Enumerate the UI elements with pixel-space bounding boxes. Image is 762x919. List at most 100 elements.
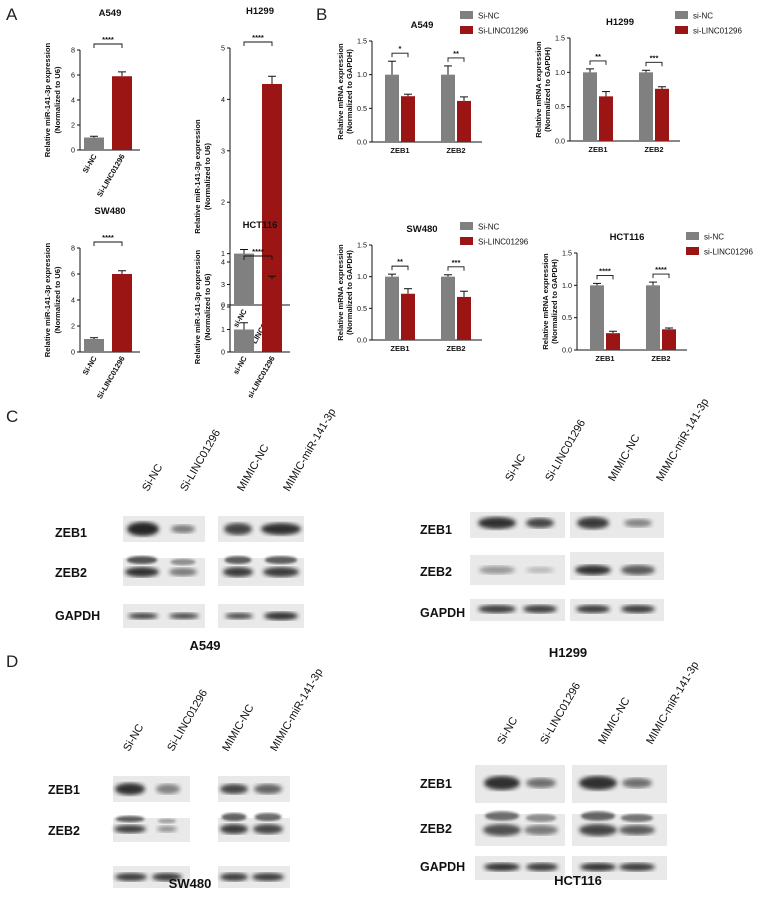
protein-band <box>252 873 284 881</box>
bar <box>441 74 455 142</box>
chart-title: SW480 <box>406 224 437 235</box>
bar <box>457 100 471 142</box>
lane-label: MIMIC-NC <box>220 702 256 753</box>
significance-marker: ** <box>595 52 601 61</box>
lane-label: Si-NC <box>495 715 520 746</box>
y-tick-label: 1.0 <box>555 68 565 77</box>
y-tick-label: 0 <box>221 301 225 310</box>
protein-label: ZEB1 <box>420 523 452 537</box>
lane-label: Si-NC <box>121 722 146 753</box>
protein-band <box>156 784 180 794</box>
protein-label: ZEB1 <box>420 777 452 791</box>
protein-label: GAPDH <box>420 606 465 620</box>
bar <box>441 276 455 340</box>
y-tick-label: 6 <box>71 71 75 80</box>
chart-a549-mir141: A549 0 2 4 6 8 Relative miR-141-3p expression(… <box>43 8 140 199</box>
protein-band <box>621 565 655 575</box>
legend-entry: Si-NC <box>478 12 500 21</box>
lane-label: Si-NC <box>140 462 165 493</box>
protein-band <box>478 605 516 613</box>
y-tick-label: 2 <box>71 322 75 331</box>
y-axis-label: Relative miR-141-3p expression <box>43 42 52 157</box>
protein-band <box>624 519 652 527</box>
cell-line-label: H1299 <box>549 645 587 660</box>
significance-marker: * <box>399 44 402 53</box>
chart-sw480-zeb-mrna: SW480 0.0 0.5 1.0 1.5 Relative mRNA expressio… <box>336 222 529 353</box>
x-category-label: ZEB1 <box>390 344 409 353</box>
y-tick-label: 0.0 <box>562 346 572 355</box>
protein-band <box>115 873 147 881</box>
y-tick-label: 1.5 <box>357 37 367 46</box>
y-tick-label: 1.0 <box>357 70 367 79</box>
significance-bracket <box>645 61 663 67</box>
chart-h1299-zeb-mrna: H1299 0.0 0.5 1.0 1.5 Relative mRNA expressio… <box>534 11 742 154</box>
protein-band <box>484 776 520 790</box>
y-tick-label: 0.0 <box>357 138 367 147</box>
protein-band <box>253 824 283 834</box>
bar <box>401 96 415 142</box>
protein-band <box>169 613 199 619</box>
protein-band <box>479 566 515 574</box>
y-axis-label: Relative mRNA expression <box>541 253 550 350</box>
y-axis-label: Relative mRNA expression <box>336 43 345 140</box>
legend-entry: si-LINC01296 <box>704 248 753 257</box>
y-axis-label-unit: (Normalized to U6) <box>53 266 62 334</box>
y-tick-label: 3 <box>221 280 225 289</box>
chart-sw480-mir141: SW480 0 2 4 6 8 Relative miR-141-3p expression… <box>43 206 140 401</box>
significance-marker: *** <box>650 53 659 62</box>
y-axis-label: Relative mRNA expression <box>336 244 345 341</box>
bar <box>112 274 132 352</box>
y-tick-label: 2 <box>71 121 75 130</box>
protein-band <box>169 568 197 576</box>
lane-label: MIMIC-miR-141-3p <box>654 397 711 484</box>
y-axis-label-unit: (Normalized to GAPDH) <box>550 259 559 344</box>
protein-band <box>526 778 556 788</box>
y-tick-label: 0.5 <box>555 102 565 111</box>
significance-marker: **** <box>102 35 114 44</box>
protein-band-upper <box>115 815 145 823</box>
protein-band <box>579 824 617 836</box>
protein-band <box>619 863 655 871</box>
y-tick-label: 0.5 <box>357 104 367 113</box>
protein-band-upper <box>126 556 158 564</box>
protein-band <box>579 776 617 790</box>
y-axis-label-unit: (Normalized to GAPDH) <box>345 49 354 134</box>
protein-band <box>225 613 253 619</box>
x-category-label: si-LINC01296 <box>245 355 276 400</box>
legend-swatch <box>460 11 473 19</box>
legend-swatch <box>675 11 688 19</box>
protein-band-upper <box>264 556 298 564</box>
significance-marker: *** <box>452 258 461 267</box>
x-category-label: ZEB2 <box>644 145 663 154</box>
significance-bracket <box>447 266 465 271</box>
protein-band-upper <box>484 811 520 821</box>
y-axis-label: Relative miR-141-3p expression <box>193 119 202 234</box>
cell-line-label: SW480 <box>169 876 212 891</box>
protein-band-upper <box>620 814 654 822</box>
x-category-label: ZEB2 <box>446 344 465 353</box>
bar <box>84 137 104 150</box>
bar <box>234 253 254 305</box>
y-tick-label: 6 <box>71 270 75 279</box>
bar <box>262 83 282 305</box>
chart-title: HCT116 <box>610 232 645 243</box>
panel-label-a: A <box>6 5 18 24</box>
y-tick-label: 0 <box>221 348 225 357</box>
protein-band <box>125 567 159 577</box>
protein-band <box>576 605 610 613</box>
protein-band <box>580 863 616 871</box>
y-axis-label-unit: (Normalized to U6) <box>203 273 212 341</box>
bar <box>590 285 604 350</box>
lane-label: Si-NC <box>503 452 528 483</box>
protein-band <box>152 873 182 881</box>
lane-label: Si-LINC01296 <box>165 688 210 754</box>
significance-bracket <box>589 60 607 65</box>
blot-membrane <box>113 866 190 888</box>
chart-title: H1299 <box>606 17 634 28</box>
chart-hct116-zeb-mrna: HCT116 0.0 0.5 1.0 1.5 Relative mRNA expressi… <box>541 232 753 363</box>
bar <box>639 72 653 141</box>
y-axis-label: Relative miR-141-3p expression <box>193 249 202 364</box>
protein-band-upper <box>525 814 557 822</box>
y-tick-label: 3 <box>221 146 225 155</box>
bar <box>457 296 471 340</box>
